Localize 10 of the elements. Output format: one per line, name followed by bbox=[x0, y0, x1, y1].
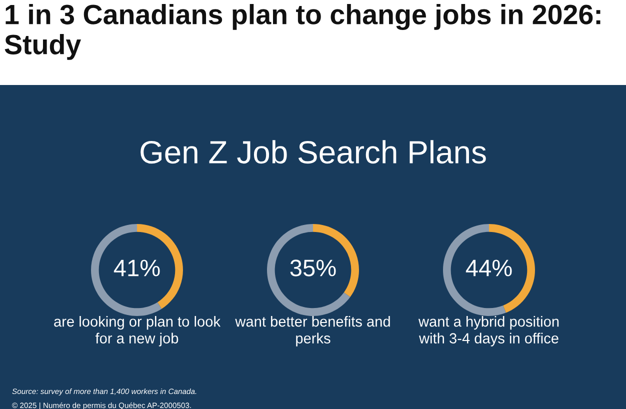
text: want a hybrid position with 3-4 days in office bbox=[418, 316, 559, 346]
text: 1 in 3 Canadians plan to change jobs in 2026: Study bbox=[4, 4, 600, 60]
data-label: 41% bbox=[114, 260, 160, 276]
text: Gen Z Job Search Plans bbox=[140, 140, 486, 164]
data-label: 35% bbox=[290, 260, 336, 276]
text: want better benefits and perks bbox=[235, 316, 390, 346]
donut-slice bbox=[91, 224, 162, 316]
data-label: 44% bbox=[466, 260, 512, 276]
donut-slice bbox=[267, 224, 350, 316]
text: are looking or plan to look for a new job bbox=[54, 316, 221, 346]
